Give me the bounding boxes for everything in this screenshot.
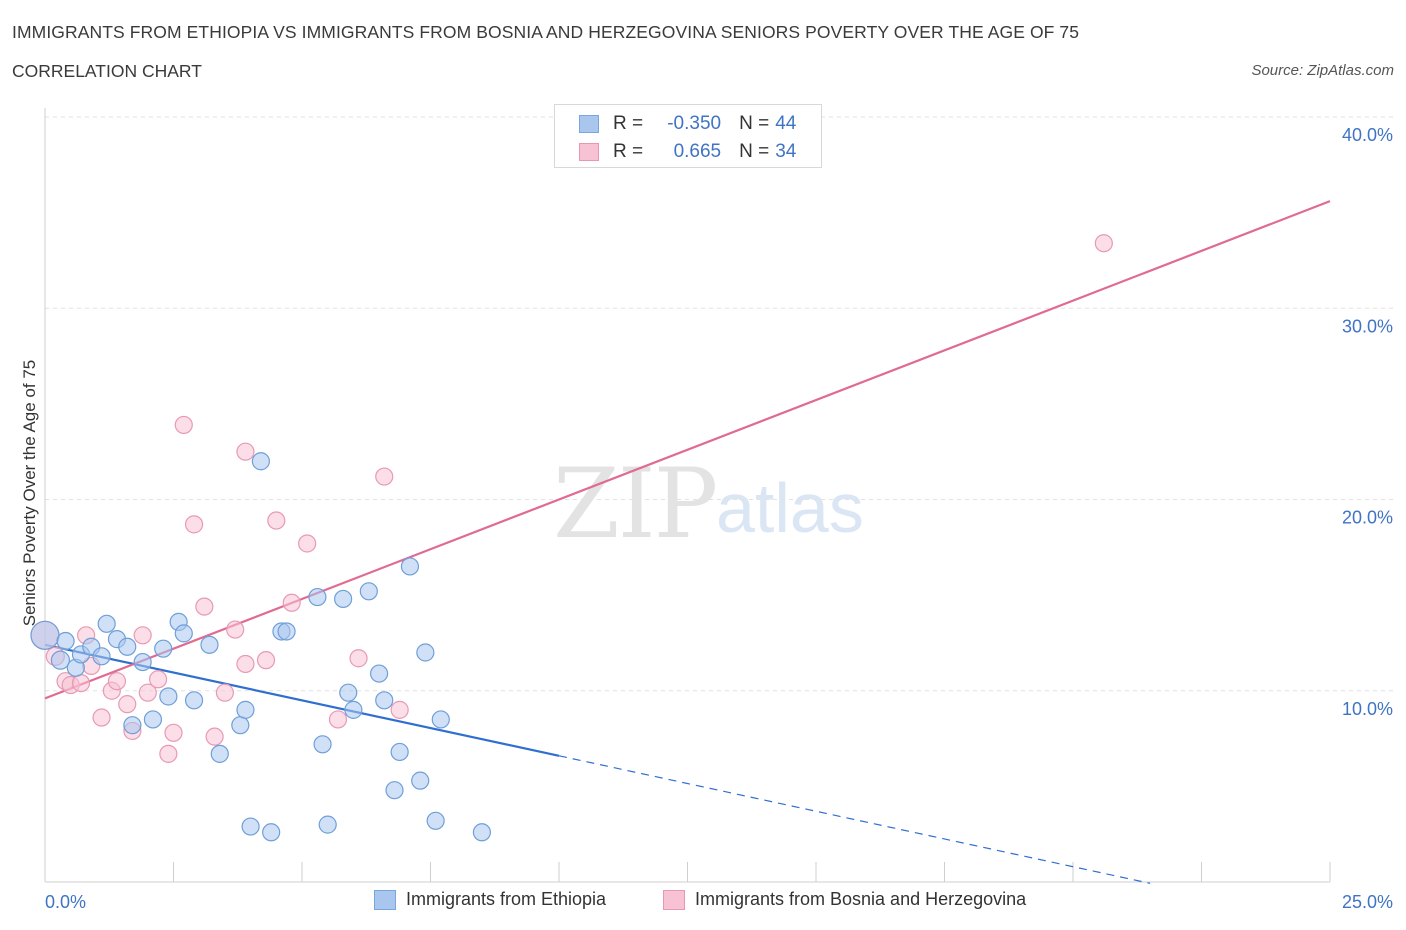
legend-swatch-ethiopia (374, 889, 396, 910)
data-point-ethiopia (231, 716, 250, 735)
data-point-bosnia (236, 442, 255, 461)
y-tick-label: 40.0% (1342, 125, 1393, 145)
data-point-ethiopia (334, 589, 353, 609)
r-value: 0.665 (673, 141, 722, 162)
data-point-ethiopia (308, 587, 327, 607)
data-point-ethiopia (210, 744, 229, 763)
chart-title: IMMIGRANTS FROM ETHIOPIA VS IMMIGRANTS F… (12, 22, 1080, 42)
data-point-bosnia (375, 467, 394, 486)
legend-item-bosnia[interactable]: Immigrants from Bosnia and Herzegovina (663, 889, 1026, 910)
r-value: -0.350 (667, 113, 722, 134)
data-point-bosnia (195, 597, 214, 616)
watermark-zip: ZIP (553, 448, 718, 560)
n-label: N = (739, 113, 770, 134)
data-point-bosnia (226, 620, 245, 639)
data-point-bosnia (298, 534, 317, 553)
n-value: 34 (775, 141, 797, 162)
r-label: R = (613, 141, 644, 162)
stats-row-bosnia: R = 0.665 N = 34 (579, 139, 796, 165)
chart-subtitle: CORRELATION CHART (12, 61, 202, 81)
trend-line-bosnia (44, 200, 1331, 700)
y-tick-label: 10.0% (1342, 699, 1393, 719)
data-point-bosnia (1094, 234, 1113, 253)
data-point-ethiopia (390, 742, 409, 762)
data-point-bosnia (92, 708, 111, 727)
data-point-bosnia (159, 744, 178, 763)
data-point-ethiopia (262, 823, 281, 842)
data-point-ethiopia (411, 771, 430, 790)
data-point-ethiopia (426, 811, 445, 830)
data-point-ethiopia (370, 664, 389, 683)
y-axis-label: Seniors Poverty Over the Age of 75 (20, 359, 39, 627)
data-point-ethiopia (50, 650, 71, 670)
legend-swatch-bosnia (663, 889, 685, 910)
data-point-ethiopia (472, 823, 491, 842)
data-point-ethiopia (118, 637, 137, 656)
data-point-bosnia (71, 673, 91, 693)
data-point-bosnia (118, 695, 137, 714)
data-point-ethiopia (277, 622, 296, 641)
data-point-ethiopia (92, 647, 111, 666)
data-point-ethiopia (400, 557, 420, 576)
n-label: N = (739, 141, 770, 162)
series-legend: Immigrants from Ethiopia Immigrants from… (0, 889, 1406, 915)
data-point-ethiopia (97, 614, 116, 633)
x-tick-label: 0.0% (45, 892, 86, 912)
data-point-bosnia (184, 515, 204, 534)
data-point-bosnia (107, 672, 127, 691)
n-value: 44 (775, 113, 797, 134)
data-point-bosnia (138, 683, 157, 702)
data-point-bosnia (328, 710, 348, 729)
stats-row-ethiopia: R = -0.350 N = 44 (579, 111, 796, 137)
data-point-bosnia (256, 651, 276, 670)
data-point-ethiopia (251, 452, 270, 471)
data-point-bosnia (205, 727, 224, 746)
data-point-bosnia (349, 649, 368, 668)
data-point-bosnia (267, 511, 286, 530)
data-point-ethiopia (431, 710, 450, 729)
data-point-ethiopia (313, 735, 332, 754)
source-credit: Source: ZipAtlas.com (1251, 62, 1394, 79)
data-point-ethiopia (56, 631, 75, 651)
data-point-ethiopia (184, 691, 204, 710)
data-point-ethiopia (339, 683, 358, 702)
data-point-bosnia (236, 654, 255, 674)
data-point-ethiopia (123, 716, 142, 735)
data-point-ethiopia (385, 781, 404, 800)
data-point-ethiopia (416, 643, 435, 662)
data-point-ethiopia (344, 700, 363, 719)
r-label: R = (613, 113, 644, 134)
data-point-bosnia (282, 593, 301, 612)
data-point-bosnia (164, 723, 183, 742)
legend-swatch-ethiopia (579, 115, 599, 133)
stats-legend: R = -0.350 N = 44 R = 0.665 N = 34 (554, 104, 822, 168)
watermark-atlas: atlas (716, 469, 864, 547)
legend-label-bosnia: Immigrants from Bosnia and Herzegovina (695, 889, 1027, 909)
data-point-ethiopia (154, 639, 173, 658)
data-point-bosnia (174, 415, 193, 435)
x-tick-label: 25.0% (1342, 892, 1393, 912)
data-point-ethiopia (241, 817, 260, 836)
data-point-ethiopia (143, 710, 163, 729)
y-tick-label: 30.0% (1342, 316, 1393, 336)
data-point-ethiopia (318, 815, 337, 834)
data-point-ethiopia (159, 687, 178, 706)
y-tick-label: 20.0% (1342, 508, 1393, 528)
data-point-ethiopia (133, 652, 152, 672)
data-point-ethiopia (174, 624, 193, 643)
legend-item-ethiopia[interactable]: Immigrants from Ethiopia (374, 889, 606, 910)
data-point-bosnia (390, 700, 409, 719)
data-point-ethiopia (359, 582, 378, 601)
legend-label-ethiopia: Immigrants from Ethiopia (406, 889, 607, 909)
data-point-ethiopia (375, 691, 394, 710)
data-point-ethiopia (200, 635, 219, 654)
data-point-bosnia (215, 683, 234, 702)
data-point-ethiopia (236, 700, 255, 719)
data-point-bosnia (133, 626, 152, 645)
data-point-bosnia (148, 670, 168, 689)
trend-line-ethiopia (44, 643, 560, 757)
trend-line-ethiopia-extension (558, 755, 1151, 884)
legend-swatch-bosnia (579, 143, 599, 161)
